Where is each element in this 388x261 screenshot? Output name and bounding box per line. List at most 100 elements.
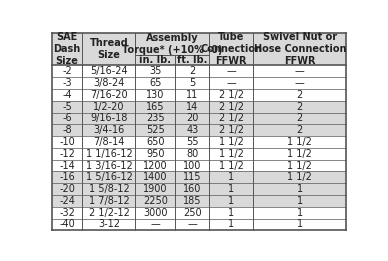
- Text: 235: 235: [146, 114, 165, 123]
- Text: 525: 525: [146, 125, 165, 135]
- Text: 1 1/2: 1 1/2: [219, 149, 244, 159]
- Text: 20: 20: [186, 114, 198, 123]
- Text: -16: -16: [59, 172, 75, 182]
- Text: 1400: 1400: [143, 172, 168, 182]
- Bar: [52, 77, 346, 89]
- Text: 1 1/2: 1 1/2: [288, 161, 312, 170]
- Text: 43: 43: [186, 125, 198, 135]
- Bar: [52, 89, 346, 101]
- Text: 2 1/2: 2 1/2: [219, 102, 244, 112]
- Text: SAE
Dash
Size: SAE Dash Size: [54, 32, 81, 66]
- Text: 7/8-14: 7/8-14: [93, 137, 125, 147]
- Text: -2: -2: [62, 66, 72, 76]
- Text: 950: 950: [146, 149, 165, 159]
- Text: 3/8-24: 3/8-24: [93, 78, 125, 88]
- Text: 2250: 2250: [143, 196, 168, 206]
- Text: 250: 250: [183, 207, 201, 218]
- Text: 1 1/2: 1 1/2: [219, 137, 244, 147]
- Text: 35: 35: [149, 66, 161, 76]
- Text: in. lb.: in. lb.: [139, 55, 171, 65]
- Text: -14: -14: [59, 161, 75, 170]
- Text: 1/2-20: 1/2-20: [93, 102, 125, 112]
- Text: 115: 115: [183, 172, 201, 182]
- Text: 2: 2: [297, 90, 303, 100]
- Text: 2: 2: [297, 102, 303, 112]
- Text: 5/16-24: 5/16-24: [90, 66, 128, 76]
- Bar: [52, 112, 346, 124]
- Text: 3/4-16: 3/4-16: [94, 125, 125, 135]
- Bar: [52, 183, 346, 195]
- Bar: [52, 195, 346, 207]
- Text: —: —: [226, 78, 236, 88]
- Text: 1: 1: [297, 184, 303, 194]
- Text: —: —: [187, 220, 197, 229]
- Text: -5: -5: [62, 102, 72, 112]
- Text: 1 1/2: 1 1/2: [219, 161, 244, 170]
- Text: 1900: 1900: [143, 184, 168, 194]
- Text: 1: 1: [228, 196, 234, 206]
- Bar: [52, 33, 346, 66]
- Bar: [52, 207, 346, 218]
- Text: 1 1/2: 1 1/2: [288, 172, 312, 182]
- Text: 165: 165: [146, 102, 165, 112]
- Text: 1200: 1200: [143, 161, 168, 170]
- Bar: [52, 66, 346, 77]
- Text: —: —: [295, 78, 305, 88]
- Text: 65: 65: [149, 78, 161, 88]
- Text: -40: -40: [59, 220, 75, 229]
- Text: 1: 1: [297, 196, 303, 206]
- Bar: [52, 148, 346, 160]
- Text: 5: 5: [189, 78, 195, 88]
- Text: 55: 55: [186, 137, 199, 147]
- Text: 2: 2: [297, 114, 303, 123]
- Text: -3: -3: [62, 78, 72, 88]
- Bar: [52, 101, 346, 112]
- Text: 1 1/2: 1 1/2: [288, 137, 312, 147]
- Text: 1 5/8-12: 1 5/8-12: [88, 184, 129, 194]
- Text: —: —: [226, 66, 236, 76]
- Text: -24: -24: [59, 196, 75, 206]
- Text: 2: 2: [297, 125, 303, 135]
- Bar: [52, 171, 346, 183]
- Text: 11: 11: [186, 90, 198, 100]
- Text: -20: -20: [59, 184, 75, 194]
- Text: -12: -12: [59, 149, 75, 159]
- Text: Thread
Size: Thread Size: [90, 38, 128, 60]
- Text: —: —: [151, 220, 160, 229]
- Text: 160: 160: [183, 184, 201, 194]
- Text: 1: 1: [228, 220, 234, 229]
- Text: 1 3/16-12: 1 3/16-12: [86, 161, 132, 170]
- Text: 185: 185: [183, 196, 201, 206]
- Text: 2 1/2-12: 2 1/2-12: [88, 207, 130, 218]
- Text: 1: 1: [228, 207, 234, 218]
- Bar: [52, 136, 346, 148]
- Text: 2: 2: [189, 66, 195, 76]
- Text: -32: -32: [59, 207, 75, 218]
- Text: 1: 1: [228, 184, 234, 194]
- Text: ft. lb.: ft. lb.: [177, 55, 208, 65]
- Text: 2 1/2: 2 1/2: [219, 125, 244, 135]
- Bar: [52, 124, 346, 136]
- Text: 1: 1: [228, 172, 234, 182]
- Text: 1: 1: [297, 207, 303, 218]
- Text: -6: -6: [62, 114, 72, 123]
- Text: —: —: [295, 66, 305, 76]
- Text: Assembly
Torque* (+10% -0): Assembly Torque* (+10% -0): [122, 33, 223, 55]
- Text: 1 5/16-12: 1 5/16-12: [85, 172, 132, 182]
- Text: 1 1/2: 1 1/2: [288, 149, 312, 159]
- Text: 80: 80: [186, 149, 198, 159]
- Text: 7/16-20: 7/16-20: [90, 90, 128, 100]
- Text: 1 7/8-12: 1 7/8-12: [88, 196, 129, 206]
- Text: 3000: 3000: [143, 207, 168, 218]
- Text: 1 1/16-12: 1 1/16-12: [86, 149, 132, 159]
- Text: -10: -10: [59, 137, 75, 147]
- Text: 9/16-18: 9/16-18: [90, 114, 128, 123]
- Text: 100: 100: [183, 161, 201, 170]
- Text: 3-12: 3-12: [98, 220, 120, 229]
- Text: 2 1/2: 2 1/2: [219, 90, 244, 100]
- Bar: [52, 218, 346, 230]
- Text: 650: 650: [146, 137, 165, 147]
- Bar: [52, 160, 346, 171]
- Text: 2 1/2: 2 1/2: [219, 114, 244, 123]
- Text: -8: -8: [62, 125, 72, 135]
